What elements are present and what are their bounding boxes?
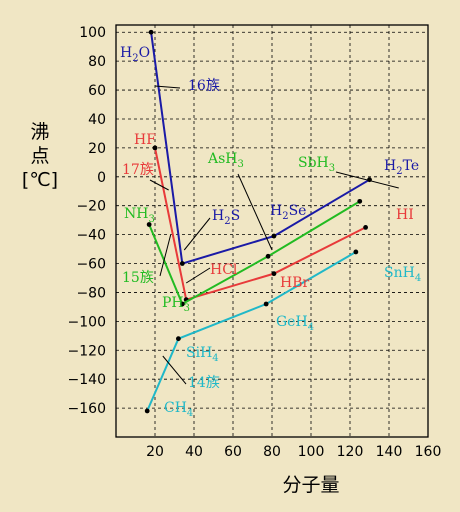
compound-label: HBr [280, 275, 309, 291]
compound-label: SiH4​ [186, 345, 219, 364]
data-point [146, 222, 152, 227]
compound-label: SbH3​ [298, 155, 335, 174]
data-point [176, 336, 181, 342]
y-axis-title-line-2: 点 [30, 145, 49, 167]
y-tick-label: −60 [76, 257, 106, 273]
y-tick-label: −140 [68, 372, 106, 388]
leader-line [185, 267, 211, 284]
compound-label: H2​O [120, 45, 150, 64]
y-tick-label: 0 [97, 170, 106, 186]
annotation-layer: H2​O H2​S H2​Se H2​Te HF HCl HBr HI NH3​ PH3​ AsH3… [120, 45, 421, 419]
compound-label: SnH4​ [384, 265, 421, 284]
y-tick-label: −160 [68, 401, 106, 417]
series-line [154, 147, 367, 301]
x-axis-title: 分子量 [282, 474, 339, 496]
y-tick-label: 60 [88, 83, 106, 99]
data-point [363, 224, 368, 230]
leader-line [159, 234, 172, 277]
compound-label: HCl [210, 262, 238, 278]
x-tick-label: 120 [337, 444, 364, 460]
compound-label: NH3​ [124, 206, 155, 225]
compound-label: H2​Se [270, 203, 306, 222]
y-axis-title-line-1: 沸 [30, 121, 49, 143]
data-point [179, 261, 185, 266]
data-point [152, 145, 158, 151]
x-tick-label: 60 [224, 444, 242, 460]
compound-label: H2​Te [384, 158, 419, 177]
x-tick-labels: 20 40 60 80 100 120 140 160 [146, 444, 441, 460]
y-tick-label: 40 [88, 112, 106, 128]
compound-label: H2​S [212, 208, 240, 227]
x-tick-label: 160 [415, 444, 442, 460]
series-line [148, 200, 361, 306]
series-name-label: 15族 [122, 270, 154, 286]
y-tick-label: −120 [68, 343, 106, 359]
y-tick-label: 100 [79, 25, 106, 41]
compound-label: CH4​ [164, 400, 193, 419]
series-line [150, 32, 371, 265]
leader-line [335, 171, 399, 189]
y-tick-label: −100 [68, 314, 106, 330]
compound-label: PH3​ [162, 295, 190, 314]
data-point [357, 198, 363, 204]
series-line [146, 251, 357, 412]
leader-line [154, 85, 181, 89]
data-point [144, 408, 150, 414]
y-tick-label: −20 [76, 199, 106, 215]
data-point [353, 249, 359, 255]
y-tick-label: 20 [88, 141, 106, 157]
leader-line [162, 355, 187, 385]
compound-label: HF [134, 132, 156, 148]
y-tick-labels: 100 80 60 40 20 0 −20 −40 −60 −80 −100 −120 −140 −160 [68, 25, 106, 417]
data-point [265, 253, 271, 259]
data-point [263, 301, 269, 307]
leader-line [237, 173, 273, 251]
y-tick-label: −40 [76, 228, 106, 244]
y-tick-label: −80 [76, 285, 106, 301]
data-point [179, 301, 185, 307]
x-tick-label: 20 [146, 444, 164, 460]
x-tick-label: 40 [185, 444, 203, 460]
x-tick-label: 140 [376, 444, 403, 460]
data-point [271, 233, 277, 239]
data-point [148, 29, 154, 35]
y-axis-title-line-3: [℃] [22, 169, 58, 191]
y-tick-label: 80 [88, 54, 106, 70]
series-name-label: 14族 [188, 375, 220, 391]
compound-label: GeH4​ [276, 314, 314, 333]
x-tick-label: 100 [298, 444, 325, 460]
compound-label: HI [396, 207, 414, 223]
data-point [271, 271, 277, 277]
leader-line [183, 217, 211, 251]
x-tick-label: 80 [263, 444, 281, 460]
grid [116, 25, 428, 438]
compound-label: AsH3​ [207, 151, 244, 170]
series-layer [144, 29, 372, 414]
series-name-label: 17族 [122, 162, 154, 178]
leader-line [149, 179, 169, 191]
series-name-label: 16族 [188, 78, 220, 94]
